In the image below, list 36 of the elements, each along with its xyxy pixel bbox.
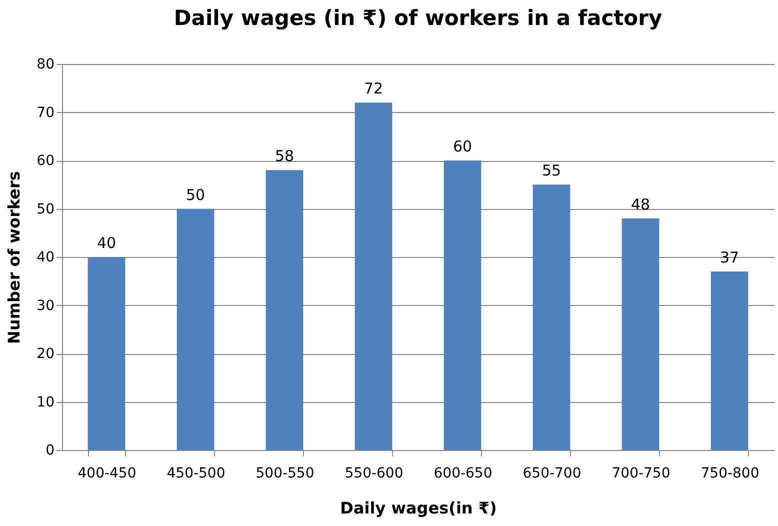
data-label: 58 (274, 147, 294, 166)
y-tick-label: 40 (36, 250, 54, 266)
x-tick-label: 650-700 (522, 466, 582, 482)
y-tick-label: 30 (36, 298, 54, 314)
x-tick-label: 550-600 (344, 466, 404, 482)
bar (354, 102, 392, 450)
y-tick-label: 20 (36, 346, 54, 362)
data-label: 55 (542, 162, 562, 180)
data-label: 48 (630, 195, 650, 214)
y-tick-label: 70 (36, 104, 54, 121)
x-tick-label: 400-450 (78, 466, 136, 482)
bar (710, 271, 748, 450)
data-label: 72 (364, 80, 384, 98)
x-tick-label: 500-550 (256, 466, 314, 482)
y-tick-label: 50 (36, 201, 54, 218)
bar (266, 170, 304, 450)
x-tick-label: 750-800 (700, 466, 760, 482)
bar (176, 208, 214, 450)
y-tick-label: 60 (36, 153, 54, 169)
bar (444, 160, 482, 450)
bar (532, 184, 570, 450)
x-axis-title: Daily wages(in ₹) (340, 498, 497, 518)
chart-title: Daily wages (in ₹) of workers in a factory (174, 6, 662, 30)
y-tick-label: 0 (46, 442, 54, 458)
data-label: 37 (720, 248, 740, 266)
bar (622, 218, 660, 450)
x-tick-label: 450-500 (166, 466, 226, 482)
data-label: 50 (186, 186, 206, 204)
y-tick-label: 80 (36, 56, 54, 72)
data-label: 60 (452, 138, 472, 156)
x-tick-label: 700-750 (612, 466, 670, 482)
y-tick-label: 10 (36, 394, 54, 410)
data-label: 40 (96, 234, 116, 252)
x-tick-label: 600-650 (434, 466, 492, 482)
bar (88, 257, 126, 450)
y-axis-title: Number of workers (4, 171, 24, 344)
